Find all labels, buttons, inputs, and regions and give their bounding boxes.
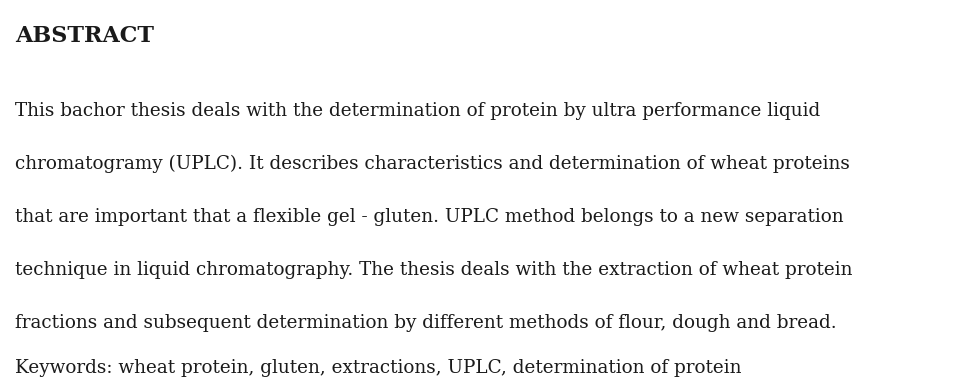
Text: ABSTRACT: ABSTRACT [15,25,155,47]
Text: fractions and subsequent determination by different methods of flour, dough and : fractions and subsequent determination b… [15,314,837,332]
Text: chromatogramy (UPLC). It describes characteristics and determination of wheat pr: chromatogramy (UPLC). It describes chara… [15,155,851,173]
Text: that are important that a flexible gel - gluten. UPLC method belongs to a new se: that are important that a flexible gel -… [15,208,844,226]
Text: technique in liquid chromatography. The thesis deals with the extraction of whea: technique in liquid chromatography. The … [15,261,852,279]
Text: This bachor thesis deals with the determination of protein by ultra performance : This bachor thesis deals with the determ… [15,102,821,120]
Text: Keywords: wheat protein, gluten, extractions, UPLC, determination of protein: Keywords: wheat protein, gluten, extract… [15,359,742,377]
